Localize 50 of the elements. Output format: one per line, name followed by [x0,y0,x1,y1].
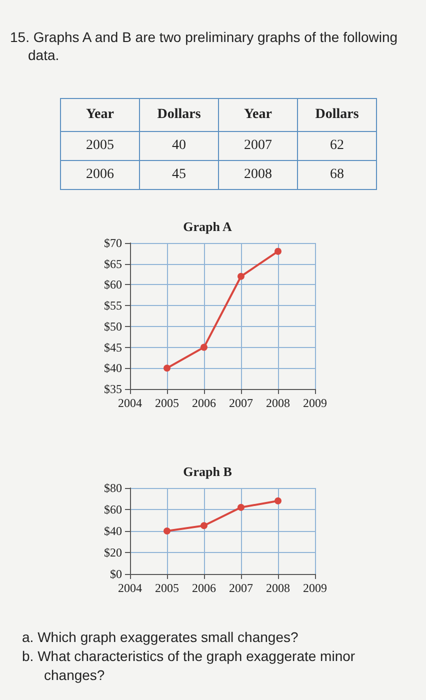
x-tick-label: 2006 [192,396,216,410]
point [238,272,244,280]
text: a. Which graph exaggerates small changes? [22,628,300,647]
y-tick-label: $40 [104,524,122,538]
text: 40 [140,132,218,160]
x-tick-label: 2007 [229,581,253,595]
x-tick-label: 2009 [303,581,327,595]
x-tick-label: 2008 [266,581,290,595]
point [164,364,170,372]
y-tick-label: $80 [104,481,122,495]
chart-title: Graph B [183,464,232,479]
chart-title: Graph A [183,219,232,234]
point [200,522,208,530]
x-tick-label: 2004 [118,396,142,410]
text: 2005 [60,132,140,160]
x-tick-label: 2004 [118,581,142,595]
y-tick-label: $35 [104,382,122,396]
text: Year [218,98,298,132]
text: Dollars [298,98,376,132]
y-tick-label: $65 [104,256,122,271]
text: b. What characteristics of the graph exaggerate minor changes? [22,647,356,685]
text: 68 [298,160,376,190]
text: 15. Graphs A and B are two preliminary graphs of the following data. [10,28,399,64]
x-tick-label: 2006 [192,581,216,595]
y-tick-label: $60 [104,502,122,516]
y-tick-label: $40 [104,361,122,376]
point [238,504,244,511]
x-tick-label: 2005 [155,581,179,595]
y-tick-label: $55 [104,298,122,313]
text: 2008 [218,160,298,190]
point [274,497,282,504]
text: 62 [298,132,376,160]
x-tick-label: 2007 [229,396,253,410]
point [200,344,208,351]
y-tick-label: $20 [104,546,122,560]
x-tick-label: 2009 [303,396,327,410]
text: Dollars [140,98,218,132]
y-tick-label: $70 [104,236,122,250]
x-tick-label: 2005 [155,396,179,410]
point [274,248,282,255]
y-tick-label: $0 [110,567,122,581]
y-tick-label: $45 [104,340,122,354]
text: 2007 [218,132,298,160]
text: 45 [140,160,218,190]
text: Year [60,98,140,132]
x-tick-label: 2008 [266,396,290,410]
point [164,528,170,534]
y-tick-label: $60 [104,278,122,292]
y-tick-label: $50 [104,319,122,334]
text: 2006 [60,160,140,190]
